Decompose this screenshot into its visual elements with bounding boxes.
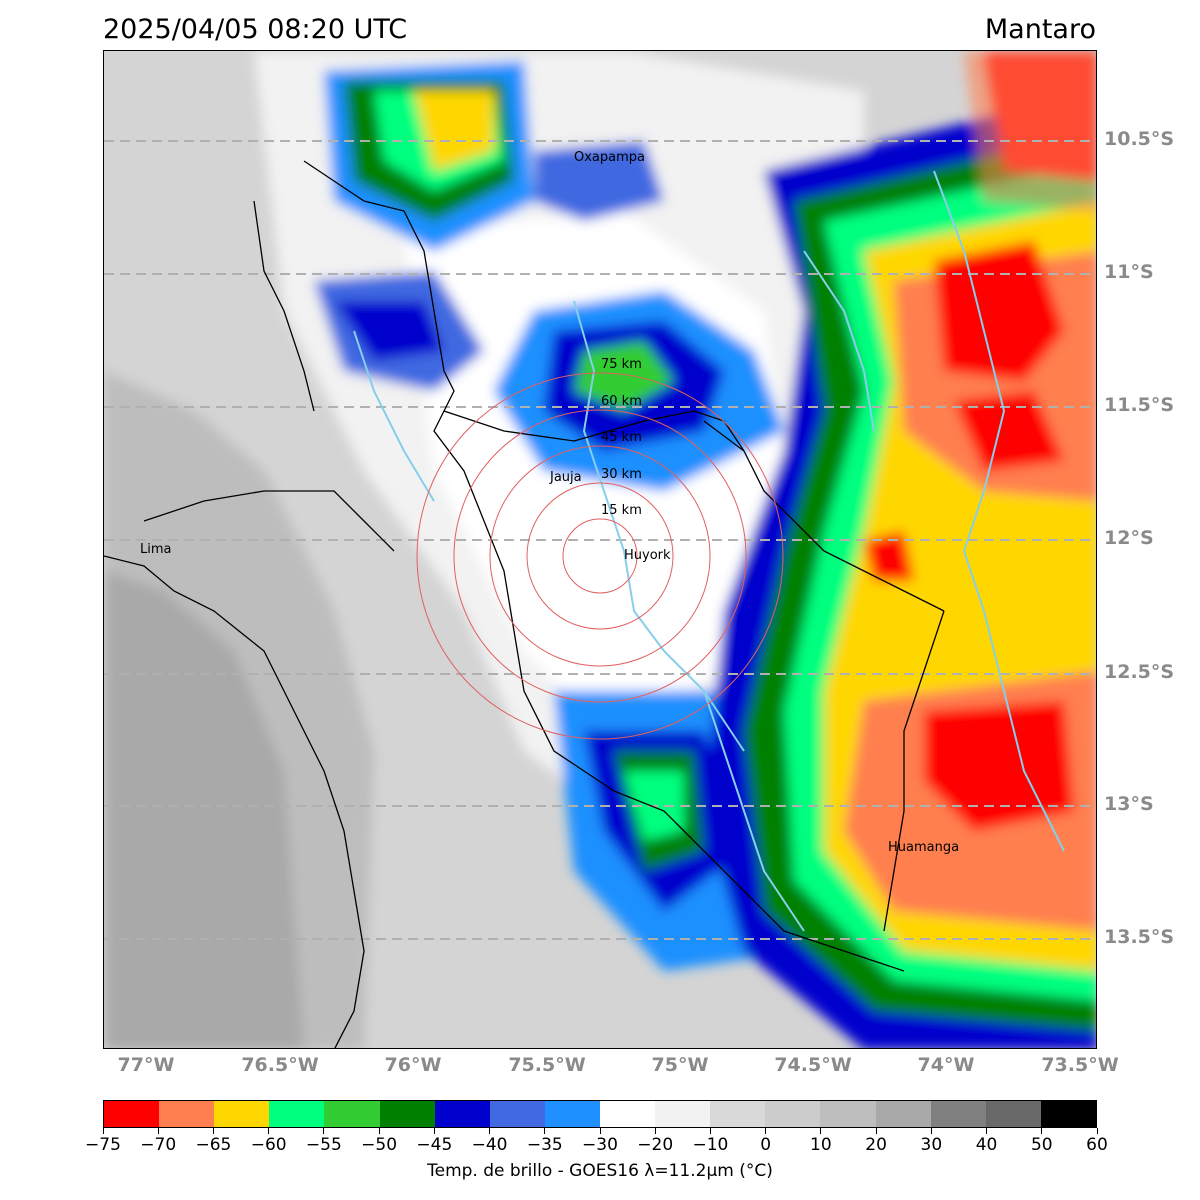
lon-label-74-5: 74.5°W xyxy=(774,1054,852,1076)
colorbar-tick-label: 20 xyxy=(865,1135,887,1155)
ring-label-30: 30 km xyxy=(601,467,642,482)
lon-label-75-5: 75.5°W xyxy=(508,1054,586,1076)
colorbar-segment xyxy=(985,1101,1041,1127)
colorbar-tick-label: −50 xyxy=(361,1135,398,1155)
ring-label-75: 75 km xyxy=(601,357,642,372)
colorbar-segment xyxy=(269,1101,325,1127)
colorbar-tick xyxy=(765,1128,767,1134)
satellite-map: 15 km 30 km 45 km 60 km 75 km Oxapampa J… xyxy=(103,50,1097,1049)
range-rings xyxy=(416,372,784,740)
colorbar-tick-label: 50 xyxy=(1030,1135,1053,1155)
colorbar-segment xyxy=(930,1101,986,1127)
colorbar-tick xyxy=(986,1128,988,1134)
colorbar-tick xyxy=(157,1128,159,1134)
colorbar-title: Temp. de brillo - GOES16 λ=11.2μm (°C) xyxy=(427,1161,773,1181)
colorbar-tick-label: 40 xyxy=(975,1135,998,1155)
lon-label-75: 75°W xyxy=(651,1054,709,1076)
colorbar-tick-label: −55 xyxy=(305,1135,342,1155)
colorbar-tick xyxy=(875,1128,877,1134)
city-oxapampa: Oxapampa xyxy=(574,150,645,165)
colorbar-tick-label: −65 xyxy=(195,1135,232,1155)
latitude-gridlines xyxy=(104,140,1096,940)
colorbar-tick xyxy=(654,1128,656,1134)
ring-label-45: 45 km xyxy=(601,430,642,445)
temperature-colorbar xyxy=(103,1100,1097,1128)
colorbar-tick-label: −70 xyxy=(140,1135,177,1155)
colorbar-tick xyxy=(433,1128,435,1134)
colorbar-tick-label: −30 xyxy=(582,1135,618,1155)
lat-label-11-5: 11.5°S xyxy=(1104,394,1175,416)
city-lima: Lima xyxy=(140,542,171,557)
city-jauja: Jauja xyxy=(549,470,582,485)
colorbar-tick-label: −45 xyxy=(416,1135,453,1155)
lon-label-73-5: 73.5°W xyxy=(1041,1054,1119,1076)
colorbar-segment xyxy=(379,1101,435,1127)
lat-label-10-5: 10.5°S xyxy=(1104,128,1175,150)
colorbar-tick xyxy=(599,1128,601,1134)
colorbar-tick-label: 30 xyxy=(920,1135,943,1155)
lon-label-76-5: 76.5°W xyxy=(241,1054,319,1076)
colorbar-segment xyxy=(544,1101,600,1127)
colorbar-tick xyxy=(212,1128,214,1134)
lat-label-11: 11°S xyxy=(1104,261,1154,283)
colorbar-segment xyxy=(875,1101,931,1127)
colorbar-tick xyxy=(930,1128,932,1134)
colorbar-tick-label: −60 xyxy=(250,1135,287,1155)
ring-label-15: 15 km xyxy=(601,503,642,518)
colorbar-tick xyxy=(268,1128,270,1134)
lat-label-12: 12°S xyxy=(1104,527,1154,549)
colorbar-segment xyxy=(159,1101,215,1127)
colorbar-segment xyxy=(765,1101,821,1127)
colorbar-tick xyxy=(1041,1128,1043,1134)
map-canvas: 15 km 30 km 45 km 60 km 75 km Oxapampa J… xyxy=(104,51,1096,1048)
colorbar-segment xyxy=(655,1101,711,1127)
lon-label-76: 76°W xyxy=(384,1054,442,1076)
colorbar-tick xyxy=(323,1128,325,1134)
colorbar-segment xyxy=(214,1101,270,1127)
city-huamanga: Huamanga xyxy=(888,840,959,855)
colorbar-tick-label: −40 xyxy=(471,1135,508,1155)
colorbar-tick-label: 10 xyxy=(810,1135,832,1155)
colorbar-segment xyxy=(1040,1101,1096,1127)
colorbar-segment xyxy=(599,1101,656,1127)
lat-label-13: 13°S xyxy=(1104,793,1154,815)
lon-label-77: 77°W xyxy=(117,1054,175,1076)
colorbar-tick xyxy=(544,1128,546,1134)
colorbar-tick xyxy=(378,1128,380,1134)
colorbar-segment xyxy=(489,1101,545,1127)
colorbar-tick-label: −35 xyxy=(526,1135,563,1155)
lon-label-74: 74°W xyxy=(917,1054,975,1076)
rivers xyxy=(353,170,1065,932)
lat-label-12-5: 12.5°S xyxy=(1104,661,1175,683)
map-region-title: Mantaro xyxy=(984,14,1096,45)
colorbar-tick xyxy=(1096,1128,1098,1134)
colorbar-tick-label: 0 xyxy=(760,1135,772,1155)
colorbar-segment xyxy=(820,1101,876,1127)
colorbar-tick xyxy=(102,1128,104,1134)
ring-label-60: 60 km xyxy=(601,394,642,409)
map-timestamp: 2025/04/05 08:20 UTC xyxy=(103,14,408,45)
colorbar-tick-label: −75 xyxy=(85,1135,121,1155)
colorbar-segment xyxy=(710,1101,766,1127)
colorbar-tick-label: −20 xyxy=(637,1135,674,1155)
colorbar-tick xyxy=(489,1128,491,1134)
colorbar-segment xyxy=(324,1101,380,1127)
colorbar-segment xyxy=(434,1101,490,1127)
colorbar-tick-label: 60 xyxy=(1086,1135,1108,1155)
colorbar-tick xyxy=(820,1128,822,1134)
colorbar-segment xyxy=(104,1101,160,1127)
colorbar-tick-label: −10 xyxy=(692,1135,729,1155)
lat-label-13-5: 13.5°S xyxy=(1104,926,1175,948)
colorbar-tick xyxy=(709,1128,711,1134)
city-huayao: Huyork xyxy=(624,548,671,563)
